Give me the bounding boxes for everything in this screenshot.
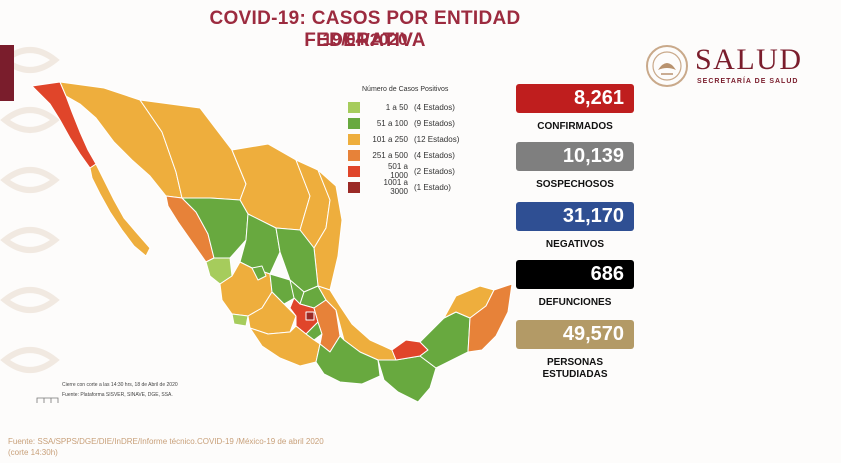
state-colima [231, 313, 249, 327]
legend-row: 51 a 100 (9 Estados) [348, 115, 459, 131]
state-chiapas [377, 355, 437, 403]
cutoff-note: Cierre con corte a las 14:30 hrs, 18 de … [62, 382, 178, 388]
platform-note: Fuente: Plataforma SISVER, SINAVE, DGE, … [62, 392, 173, 398]
stat-label: CONFIRMADOS [537, 121, 613, 132]
source-footnote: Fuente: SSA/SPPS/DGE/DIE/InDRE/Informe t… [8, 437, 324, 457]
stat-value: 686 [516, 260, 634, 289]
state-campeche [419, 311, 471, 369]
stat-label: PERSONAS ESTUDIADAS [542, 357, 608, 380]
legend-range: 251 a 500 [372, 150, 408, 160]
state-oaxaca [315, 335, 381, 385]
state-guerrero [249, 325, 321, 367]
stat-value: 49,570 [516, 320, 634, 349]
legend-title: Número de Casos Positivos [362, 86, 449, 93]
legend-count: (4 Estados) [414, 150, 455, 160]
state-quintana-roo [467, 283, 513, 353]
legend-range: 1 a 50 [385, 102, 408, 112]
legend-count: (2 Estados) [414, 166, 455, 176]
eagle-seal-icon [646, 45, 688, 87]
legend-range: 1001 a 3000 [383, 178, 408, 196]
stat-value: 10,139 [516, 142, 634, 171]
legend-range: 101 a 250 [372, 134, 408, 144]
legend-count: (4 Estados) [414, 102, 455, 112]
legend-swatch [348, 101, 360, 113]
legend-swatch [348, 117, 360, 129]
stat-label: NEGATIVOS [545, 239, 605, 250]
decorative-pattern-icon [0, 47, 60, 373]
legend-range: 51 a 100 [376, 118, 408, 128]
stat-value: 8,261 [516, 84, 634, 113]
state-cdmx [305, 311, 315, 321]
legend-range: 501 a 1000 [387, 162, 408, 180]
legend-swatch [348, 149, 360, 161]
page-title: COVID-19: CASOS POR ENTIDAD FEDERATIVA [209, 8, 521, 51]
legend-count: (9 Estados) [414, 118, 455, 128]
legend-row: 101 a 250 (12 Estados) [348, 131, 459, 147]
stat-label: DEFUNCIONES [538, 297, 612, 308]
legend-count: (1 Estado) [414, 182, 451, 192]
state-baja-california-sur [89, 163, 151, 257]
legend-swatch [348, 181, 360, 193]
legend-row: 1 a 50 (4 Estados) [348, 99, 459, 115]
logo-subtitle: SECRETARÍA DE SALUD [697, 78, 799, 85]
page-date: 19/04/2020 [322, 30, 408, 49]
legend-count: (12 Estados) [414, 134, 460, 144]
legend-row: 501 a 1000 (2 Estados) [348, 162, 459, 180]
accent-bar [0, 45, 14, 101]
state-aguascalientes [251, 265, 267, 281]
state-durango [181, 197, 249, 259]
stat-value: 31,170 [516, 202, 634, 231]
legend-row: 251 a 500 (4 Estados) [348, 147, 459, 163]
stat-label: SOSPECHOSOS [536, 179, 614, 190]
legend-swatch [348, 165, 360, 177]
legend-row: 1001 a 3000 (1 Estado) [348, 178, 459, 196]
map-legend: Número de Casos Positivos 1 a 50 (4 Estad… [348, 86, 459, 196]
legend-swatch [348, 133, 360, 145]
scale-bar-icon [36, 397, 59, 403]
logo-wordmark: SALUD [695, 43, 803, 76]
